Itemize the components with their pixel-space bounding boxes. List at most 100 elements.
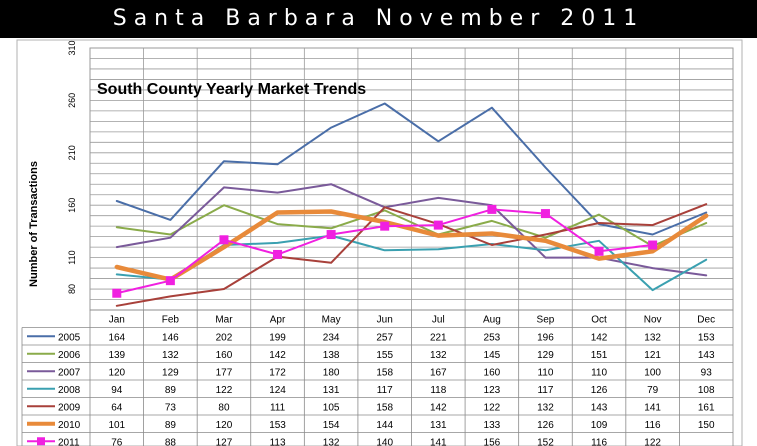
table-cell: 108 — [698, 385, 715, 396]
y-tick-label: 260 — [67, 93, 77, 108]
table-cell: 144 — [376, 420, 393, 431]
table-cell: 146 — [162, 332, 179, 343]
table-cell: 142 — [430, 402, 447, 413]
legend-label-2010: 2010 — [58, 420, 81, 431]
table-cell: 156 — [484, 437, 501, 446]
data-point-2011 — [648, 240, 658, 250]
table-cell: 143 — [698, 350, 715, 361]
table-cell: 123 — [484, 385, 501, 396]
table-cell: 202 — [216, 332, 233, 343]
series-line-2009 — [115, 203, 708, 307]
table-cell: 167 — [430, 367, 447, 378]
y-tick-label: 160 — [67, 198, 77, 213]
legend-label-2009: 2009 — [58, 402, 81, 413]
table-cell: 158 — [376, 402, 393, 413]
y-tick-label: 110 — [67, 250, 77, 264]
data-point-2011 — [540, 209, 550, 219]
table-cell: 155 — [376, 350, 393, 361]
data-point-2011 — [165, 276, 175, 286]
table-cell: 142 — [591, 332, 608, 343]
table-cell: 116 — [591, 437, 607, 446]
table-cell: 132 — [430, 350, 447, 361]
table-cell: 139 — [108, 350, 125, 361]
table-cell: 158 — [376, 367, 393, 378]
table-cell: 221 — [430, 332, 447, 343]
chart-title: South County Yearly Market Trends — [97, 81, 366, 98]
table-cell: 124 — [269, 385, 286, 396]
table-cell: 117 — [377, 385, 393, 396]
table-cell: 121 — [644, 350, 661, 361]
table-cell: 129 — [537, 350, 554, 361]
table-cell: 122 — [216, 385, 233, 396]
table-cell: 152 — [537, 437, 554, 446]
title-banner: Santa Barbara November 2011 — [0, 0, 757, 38]
table-cell: 64 — [111, 402, 123, 413]
table-cell: 88 — [165, 437, 177, 446]
legend-label-2011: 2011 — [58, 437, 80, 446]
x-tick-label: May — [322, 315, 341, 326]
table-cell: 93 — [701, 367, 713, 378]
table-cell: 80 — [218, 402, 230, 413]
table-cell: 161 — [698, 402, 715, 413]
data-point-2011 — [594, 246, 604, 256]
table-cell: 110 — [591, 367, 607, 378]
table-cell: 132 — [537, 402, 554, 413]
data-point-2011 — [326, 230, 336, 240]
table-cell: 164 — [108, 332, 125, 343]
table-cell: 145 — [484, 350, 501, 361]
table-cell: 199 — [269, 332, 286, 343]
y-tick-label: 210 — [67, 145, 77, 160]
table-cell: 89 — [165, 385, 177, 396]
table-cell: 117 — [537, 385, 553, 396]
table-cell: 129 — [162, 367, 179, 378]
table-cell: 153 — [269, 420, 286, 431]
data-point-2011 — [219, 235, 229, 245]
table-cell: 126 — [537, 420, 554, 431]
y-tick-label: 80 — [67, 284, 77, 294]
x-tick-label: Jul — [432, 315, 445, 326]
gridlines — [90, 48, 733, 310]
market-trends-chart: 80 110 160 210 260 310 Number of Transactions… — [16, 39, 743, 446]
data-point-2011 — [112, 288, 122, 298]
x-tick-label: Mar — [215, 315, 233, 326]
table-cell: 73 — [165, 402, 177, 413]
table-cell: 120 — [108, 367, 125, 378]
table-cell: 131 — [430, 420, 447, 431]
table-cell: 101 — [108, 420, 125, 431]
table-cell: 141 — [430, 437, 447, 446]
x-tick-label: Nov — [644, 315, 662, 326]
data-point-2011 — [433, 220, 443, 230]
series-line-2006 — [115, 204, 708, 248]
y-tick-label: 310 — [67, 40, 77, 55]
table-cell: 151 — [591, 350, 608, 361]
x-tick-label: Aug — [483, 315, 501, 326]
legend-label-2007: 2007 — [58, 367, 81, 378]
legend-label-2005: 2005 — [58, 332, 81, 343]
table-cell: 196 — [537, 332, 554, 343]
data-table: Jan Feb Mar Apr May Jun Jul Aug Sep Oct Nov Dec 2005… — [21, 309, 734, 446]
table-cell: 154 — [323, 420, 340, 431]
series-line-2005 — [115, 102, 708, 236]
table-cell: 100 — [644, 367, 661, 378]
x-tick-label: Jun — [377, 315, 393, 326]
table-cell: 76 — [111, 437, 123, 446]
table-cell: 133 — [484, 420, 501, 431]
table-cell: 160 — [216, 350, 233, 361]
table-cell: 257 — [376, 332, 393, 343]
table-cell: 143 — [591, 402, 608, 413]
table-cell: 113 — [270, 437, 286, 446]
legend-label-2006: 2006 — [58, 350, 81, 361]
table-cell: 142 — [269, 350, 286, 361]
legend-marker-2011 — [37, 437, 45, 446]
table-cell: 105 — [323, 402, 340, 413]
table-cell: 94 — [111, 385, 123, 396]
table-cell: 89 — [165, 420, 177, 431]
table-cell: 132 — [162, 350, 179, 361]
table-cell: 180 — [323, 367, 340, 378]
table-cell: 122 — [484, 402, 501, 413]
table-cell: 141 — [644, 402, 661, 413]
table-cell: 116 — [645, 420, 661, 431]
table-cell: 160 — [484, 367, 501, 378]
series-lines — [112, 102, 709, 307]
series-line-2010 — [114, 209, 709, 282]
